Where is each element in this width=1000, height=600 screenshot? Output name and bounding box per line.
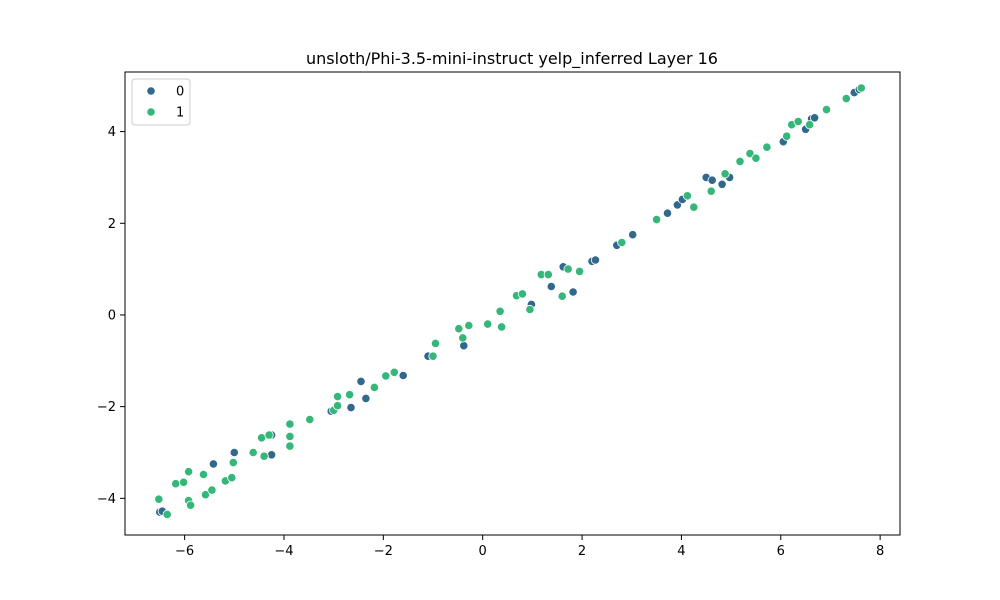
scatter-point-series-0	[707, 175, 717, 185]
scatter-point-series-1	[496, 322, 507, 332]
scatter-point-series-1	[381, 371, 391, 381]
scatter-point-series-1	[720, 169, 730, 179]
scatter-point-series-1	[171, 479, 181, 489]
chart-title: unsloth/Phi-3.5-mini-instruct yelp_infer…	[306, 49, 718, 69]
points-layer	[154, 83, 866, 520]
scatter-point-series-1	[762, 142, 772, 152]
scatter-point-series-1	[856, 83, 866, 93]
scatter-point-series-1	[285, 441, 295, 451]
scatter-point-series-1	[430, 338, 441, 348]
scatter-point-series-1	[227, 473, 237, 483]
scatter-point-series-1	[305, 414, 315, 425]
y-tick-label: 4	[108, 125, 116, 140]
x-tick-label: 8	[876, 544, 884, 559]
scatter-point-series-0	[590, 255, 601, 265]
scatter-point-series-0	[361, 393, 371, 403]
scatter-point-series-1	[332, 401, 343, 411]
scatter-point-series-1	[186, 500, 196, 510]
scatter-point-series-1	[200, 490, 211, 500]
scatter-point-series-0	[459, 341, 469, 351]
scatter-point-series-0	[398, 370, 408, 381]
scatter-point-series-1	[563, 264, 573, 274]
scatter-point-series-0	[628, 230, 638, 240]
scatter-point-series-1	[525, 304, 535, 315]
scatter-point-series-1	[332, 391, 343, 402]
x-tick-label: 4	[677, 544, 685, 559]
scatter-point-series-1	[259, 451, 269, 461]
scatter-point-series-1	[198, 469, 209, 480]
scatter-point-series-1	[248, 447, 258, 458]
scatter-point-series-0	[717, 179, 727, 189]
scatter-point-series-0	[568, 287, 578, 297]
legend-label-series-0: 0	[176, 85, 184, 100]
scatter-point-series-0	[266, 450, 277, 460]
scatter-point-series-1	[495, 306, 505, 316]
scatter-point-series-1	[735, 156, 745, 166]
scatter-point-series-1	[344, 390, 355, 400]
scatter-point-series-1	[841, 94, 851, 104]
legend-marker-series-1	[146, 107, 156, 117]
scatter-point-series-1	[483, 319, 493, 329]
legend-label-series-1: 1	[176, 106, 184, 121]
plot-area-frame	[124, 71, 901, 536]
scatter-point-series-0	[229, 447, 239, 458]
x-tick-label: −4	[274, 544, 293, 559]
scatter-point-series-1	[543, 269, 553, 280]
scatter-point-series-1	[557, 291, 567, 301]
x-tick-label: 0	[479, 544, 487, 559]
scatter-point-series-1	[574, 266, 585, 276]
scatter-point-series-1	[428, 351, 438, 361]
scatter-point-series-1	[389, 367, 399, 377]
scatter-point-series-1	[782, 131, 792, 141]
x-tick-label: −6	[175, 544, 194, 559]
scatter-point-series-0	[546, 281, 556, 292]
scatter-point-series-1	[179, 477, 189, 487]
scatter-point-series-1	[454, 324, 464, 334]
scatter-point-series-0	[356, 376, 366, 386]
scatter-point-series-1	[804, 120, 815, 130]
y-tick-label: −2	[97, 400, 116, 415]
scatter-point-series-0	[662, 208, 673, 218]
scatter-point-series-1	[264, 430, 274, 440]
scatter-point-series-1	[154, 494, 164, 504]
scatter-point-series-1	[793, 116, 803, 127]
x-tick-label: 6	[777, 544, 785, 559]
scatter-point-series-1	[689, 202, 699, 212]
scatter-point-series-1	[651, 215, 662, 225]
scatter-point-series-1	[751, 153, 761, 163]
y-tick-label: 2	[108, 217, 116, 232]
y-axis: −4 −2 0 2 4	[97, 125, 125, 507]
x-axis: −6 −4 −2 0 2 4 6 8	[175, 535, 884, 559]
scatter-point-series-1	[162, 509, 172, 520]
scatter-point-series-1	[184, 467, 194, 477]
scatter-point-series-1	[369, 382, 379, 392]
scatter-point-series-1	[458, 333, 468, 343]
scatter-point-series-1	[517, 289, 528, 299]
legend: 01	[131, 78, 191, 126]
scatter-point-series-0	[208, 459, 218, 469]
scatter-point-series-1	[228, 457, 238, 468]
scatter-point-series-0	[346, 402, 356, 413]
x-tick-label: −2	[374, 544, 393, 559]
scatter-point-series-1	[464, 320, 474, 331]
scatter-point-series-1	[207, 485, 217, 495]
y-tick-label: 0	[108, 308, 116, 323]
scatter-point-series-1	[285, 419, 295, 429]
x-tick-label: 2	[578, 544, 586, 559]
scatter-point-series-1	[682, 191, 693, 201]
scatter-point-series-1	[706, 186, 716, 196]
scatter-point-series-0	[809, 113, 820, 123]
scatter-point-series-1	[821, 105, 832, 115]
y-tick-label: −4	[97, 492, 116, 507]
legend-marker-series-0	[146, 86, 156, 96]
scatter-point-series-1	[285, 431, 295, 441]
scatter-point-series-1	[617, 237, 627, 248]
